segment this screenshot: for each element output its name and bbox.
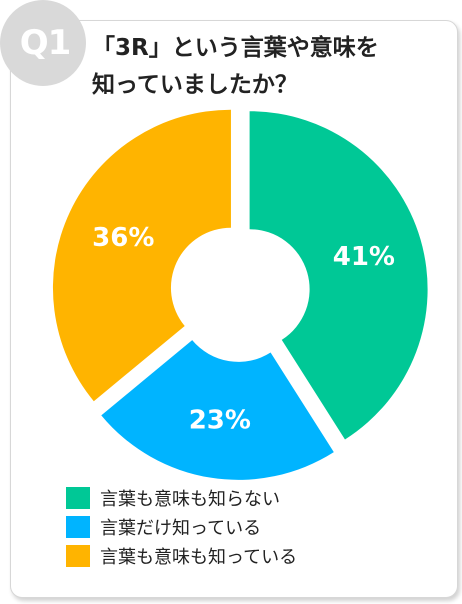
legend-label: 言葉も意味も知らない [100,488,280,510]
slice-value-label: 23% [189,405,251,435]
slice-word-and-meaning [52,109,231,402]
question-number-badge: Q1 [0,0,86,86]
chart-legend: 言葉も意味も知らない 言葉だけ知っている言葉も意味も知っている [66,483,297,570]
slice-value-label: 36% [92,223,154,253]
legend-label: 言葉だけ知っている [100,517,262,539]
slice-word-only [101,340,334,480]
question-title-line-2: 知っていましたか？ [92,72,298,98]
legend-swatch [66,544,90,567]
question-title: 「3R」という言葉や意味を 知っていましたか？ [92,30,422,104]
legend-item: 言葉も意味も知っている [66,541,297,570]
slice-value-label: 41% [333,242,395,272]
question-title-line-1: 「3R」という言葉や意味を [92,35,379,61]
legend-label: 言葉も意味も知っている [100,546,298,568]
legend-swatch [66,486,90,509]
slice-unknown [249,111,428,440]
legend-item: 言葉も意味も知らない [66,483,297,512]
legend-swatch [66,515,90,538]
legend-item: 言葉だけ知っている [66,512,297,541]
